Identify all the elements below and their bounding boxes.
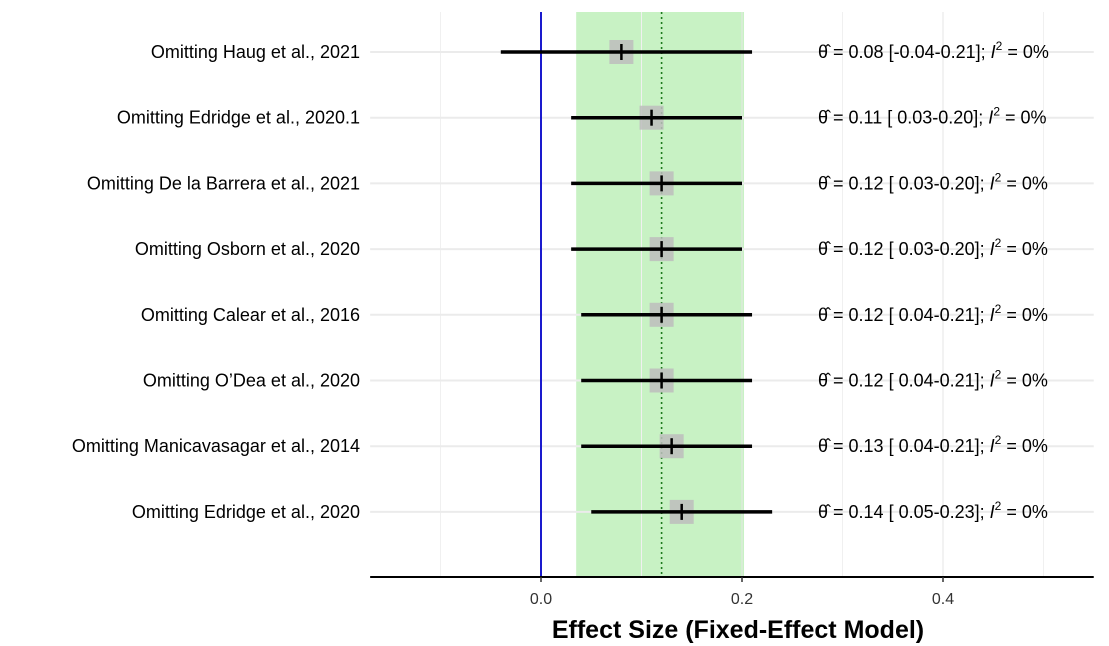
theta-symbol: θ̂ bbox=[818, 108, 833, 128]
study-label: Omitting De la Barrera et al., 2021 bbox=[87, 173, 360, 193]
stat-text: θ̂ = 0.12 [ 0.04-0.21]; I2 = 0% bbox=[818, 368, 1048, 391]
study-label: Omitting Manicavasagar et al., 2014 bbox=[72, 436, 360, 456]
stat-text: θ̂ = 0.08 [-0.04-0.21]; I2 = 0% bbox=[818, 39, 1049, 62]
i2-value: = 0% bbox=[1001, 239, 1048, 259]
i2-value: = 0% bbox=[1001, 305, 1048, 325]
x-tick-label: 0.0 bbox=[530, 591, 552, 608]
pooled-ci-band bbox=[576, 12, 745, 577]
estimate-ci-text: = 0.12 [ 0.03-0.20]; bbox=[833, 239, 990, 259]
estimate-ci-text: = 0.12 [ 0.03-0.20]; bbox=[833, 173, 990, 193]
i2-symbol: I bbox=[990, 436, 995, 456]
theta-symbol: θ̂ bbox=[818, 239, 833, 259]
i2-exponent: 2 bbox=[995, 368, 1002, 382]
x-axis-title: Effect Size (Fixed-Effect Model) bbox=[552, 616, 924, 644]
x-tick-label: 0.4 bbox=[932, 591, 954, 608]
i2-symbol: I bbox=[990, 239, 995, 259]
stat-text: θ̂ = 0.12 [ 0.03-0.20]; I2 = 0% bbox=[818, 170, 1048, 193]
stat-text: θ̂ = 0.12 [ 0.04-0.21]; I2 = 0% bbox=[818, 302, 1048, 325]
theta-symbol: θ̂ bbox=[818, 173, 833, 193]
i2-value: = 0% bbox=[1001, 502, 1048, 522]
stat-text: θ̂ = 0.11 [ 0.03-0.20]; I2 = 0% bbox=[818, 105, 1047, 128]
i2-exponent: 2 bbox=[993, 105, 1000, 119]
i2-exponent: 2 bbox=[995, 170, 1002, 184]
theta-symbol: θ̂ bbox=[818, 502, 833, 522]
i2-exponent: 2 bbox=[995, 499, 1002, 513]
stat-text: θ̂ = 0.12 [ 0.03-0.20]; I2 = 0% bbox=[818, 236, 1048, 259]
estimate-ci-text: = 0.08 [-0.04-0.21]; bbox=[833, 42, 991, 62]
estimate-ci-text: = 0.13 [ 0.04-0.21]; bbox=[833, 436, 990, 456]
study-label: Omitting O’Dea et al., 2020 bbox=[143, 371, 360, 391]
study-label: Omitting Calear et al., 2016 bbox=[141, 305, 360, 325]
i2-exponent: 2 bbox=[995, 433, 1002, 447]
estimate-ci-text: = 0.14 [ 0.05-0.23]; bbox=[833, 502, 990, 522]
i2-symbol: I bbox=[990, 502, 995, 522]
i2-symbol: I bbox=[990, 371, 995, 391]
i2-symbol: I bbox=[990, 305, 995, 325]
i2-value: = 0% bbox=[1001, 173, 1048, 193]
stat-text: θ̂ = 0.14 [ 0.05-0.23]; I2 = 0% bbox=[818, 499, 1048, 522]
study-label: Omitting Edridge et al., 2020 bbox=[132, 502, 360, 522]
i2-value: = 0% bbox=[1000, 108, 1047, 128]
theta-symbol: θ̂ bbox=[818, 42, 833, 62]
i2-exponent: 2 bbox=[995, 236, 1002, 250]
theta-symbol: θ̂ bbox=[818, 371, 833, 391]
estimate-ci-text: = 0.12 [ 0.04-0.21]; bbox=[833, 371, 990, 391]
i2-symbol: I bbox=[990, 173, 995, 193]
i2-value: = 0% bbox=[1001, 371, 1048, 391]
estimate-ci-text: = 0.11 [ 0.03-0.20]; bbox=[833, 108, 988, 128]
i2-exponent: 2 bbox=[996, 39, 1003, 53]
stat-text: θ̂ = 0.13 [ 0.04-0.21]; I2 = 0% bbox=[818, 433, 1048, 456]
i2-value: = 0% bbox=[1001, 436, 1048, 456]
estimate-ci-text: = 0.12 [ 0.04-0.21]; bbox=[833, 305, 990, 325]
i2-symbol: I bbox=[988, 108, 993, 128]
x-tick-label: 0.2 bbox=[731, 591, 753, 608]
study-label: Omitting Osborn et al., 2020 bbox=[135, 239, 360, 259]
theta-symbol: θ̂ bbox=[818, 436, 833, 456]
i2-value: = 0% bbox=[1002, 42, 1049, 62]
study-label: Omitting Edridge et al., 2020.1 bbox=[117, 108, 360, 128]
i2-symbol: I bbox=[991, 42, 996, 62]
theta-symbol: θ̂ bbox=[818, 305, 833, 325]
i2-exponent: 2 bbox=[995, 302, 1002, 316]
study-label: Omitting Haug et al., 2021 bbox=[151, 42, 360, 62]
